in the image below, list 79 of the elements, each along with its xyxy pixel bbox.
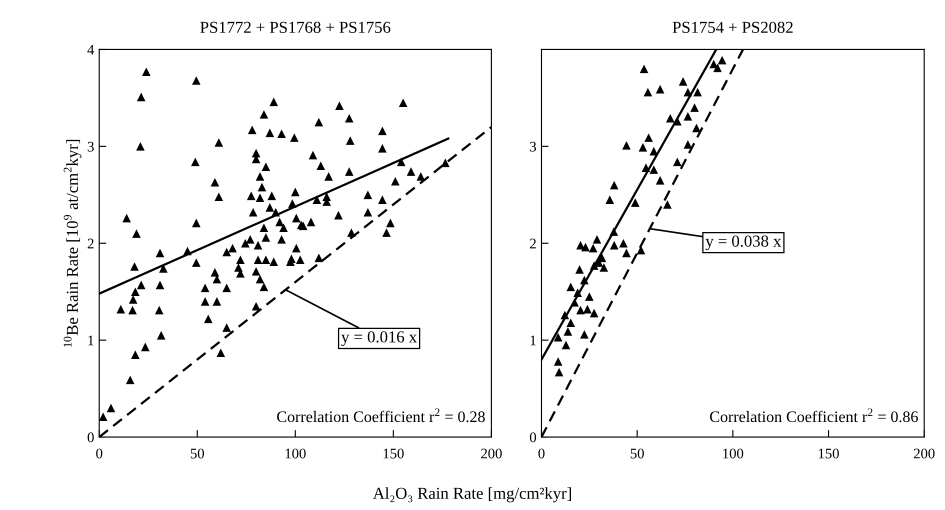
point bbox=[622, 141, 631, 150]
annotation: Correlation Coefficient r$^{2}$ = 0.86 bbox=[710, 408, 918, 422]
y-tick-label: 0 bbox=[88, 432, 94, 442]
chart-title: PS1772 + PS1768 + PS1756 bbox=[200, 22, 390, 33]
point bbox=[656, 84, 664, 94]
point bbox=[666, 114, 675, 123]
point bbox=[610, 180, 618, 190]
point bbox=[650, 146, 658, 156]
point bbox=[566, 282, 576, 292]
chart-title: PS1754 + PS2082 bbox=[672, 22, 793, 33]
x-tick-label: 50 bbox=[630, 448, 644, 458]
point bbox=[600, 263, 608, 272]
point bbox=[663, 200, 672, 209]
point bbox=[576, 306, 585, 314]
point bbox=[636, 246, 646, 254]
y-tick-label: 1 bbox=[88, 336, 94, 346]
y-tick-label: 3 bbox=[88, 142, 94, 152]
x-tick-label: 100 bbox=[286, 448, 306, 458]
x-tick-label: 150 bbox=[818, 448, 839, 458]
y-tick-label: 3 bbox=[530, 142, 536, 152]
point bbox=[693, 88, 702, 96]
point bbox=[684, 112, 692, 121]
y-tick-label: 0 bbox=[530, 432, 536, 442]
point bbox=[590, 261, 598, 270]
point bbox=[588, 244, 598, 252]
point bbox=[684, 140, 692, 149]
x-tick-label: 150 bbox=[384, 448, 404, 458]
y-axis-title: $^{10}$Be Rain Rate [10$^{9}$ at/cm$^{2}$kyr] bbox=[64, 140, 82, 347]
point bbox=[642, 163, 650, 172]
point bbox=[580, 276, 589, 284]
point bbox=[622, 248, 631, 258]
point bbox=[564, 327, 572, 336]
point bbox=[692, 124, 701, 132]
point bbox=[644, 133, 653, 142]
y-tick-label: 2 bbox=[88, 238, 94, 248]
point bbox=[585, 292, 594, 301]
point bbox=[554, 332, 562, 342]
x-tick-label: 50 bbox=[190, 448, 204, 458]
point bbox=[554, 368, 564, 376]
annotation: y = 0.038 x bbox=[706, 236, 782, 250]
y-tick-label: 4 bbox=[87, 44, 94, 55]
point bbox=[630, 198, 640, 207]
point bbox=[590, 308, 598, 318]
x-tick-label: 100 bbox=[723, 448, 744, 458]
annotation: Correlation Coefficient r$^{2}$ = 0.28 bbox=[277, 408, 485, 422]
point bbox=[678, 77, 688, 86]
point bbox=[580, 330, 589, 339]
point bbox=[581, 242, 590, 252]
point bbox=[610, 240, 618, 250]
point bbox=[573, 288, 582, 297]
x-axis-title: Al₂O₃ Rain Rate [mg/cm²kyr] bbox=[372, 487, 571, 502]
point bbox=[673, 158, 682, 166]
point bbox=[640, 64, 648, 74]
point bbox=[650, 165, 658, 174]
point bbox=[583, 304, 592, 314]
point bbox=[575, 265, 584, 274]
point bbox=[566, 318, 576, 328]
point bbox=[684, 88, 692, 96]
x-tick-label: 200 bbox=[914, 448, 935, 458]
point bbox=[690, 103, 699, 112]
point bbox=[619, 238, 628, 248]
point bbox=[638, 143, 648, 152]
point bbox=[718, 56, 726, 64]
point bbox=[713, 64, 722, 72]
point bbox=[606, 195, 614, 204]
x-tick-label: 0 bbox=[538, 448, 545, 458]
point bbox=[554, 357, 562, 366]
point bbox=[592, 235, 602, 244]
y-tick-label: 2 bbox=[530, 238, 536, 248]
point bbox=[644, 88, 652, 96]
annotation: y = 0.016 x bbox=[341, 331, 417, 346]
y-tick-label: 1 bbox=[530, 336, 536, 346]
point bbox=[570, 298, 579, 307]
point bbox=[656, 176, 664, 185]
x-tick-label: 0 bbox=[96, 448, 102, 458]
point bbox=[610, 227, 618, 236]
point bbox=[562, 340, 570, 350]
point bbox=[560, 310, 570, 320]
x-tick-label: 200 bbox=[481, 448, 502, 458]
